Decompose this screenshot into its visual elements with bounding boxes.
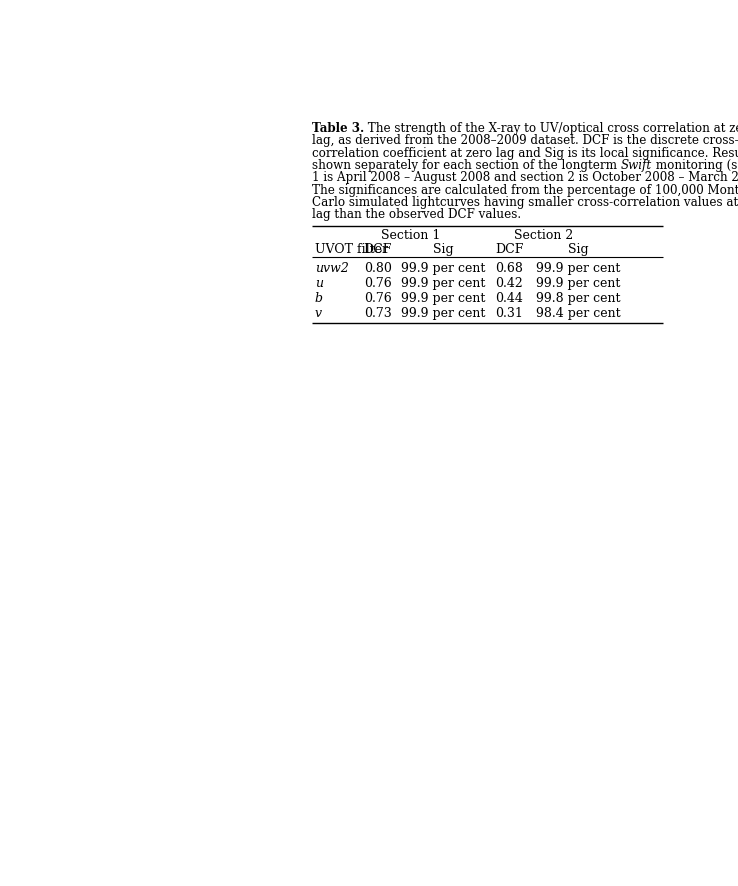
Text: 0.73: 0.73	[364, 307, 392, 320]
Text: lag, as derived from the 2008–2009 dataset. DCF is the discrete cross-: lag, as derived from the 2008–2009 datas…	[312, 135, 738, 147]
Text: shown separately for each section of the longterm: shown separately for each section of the…	[312, 159, 621, 172]
Text: 99.8 per cent: 99.8 per cent	[536, 291, 620, 305]
Text: 0.31: 0.31	[495, 307, 523, 320]
Text: Sig: Sig	[568, 243, 588, 256]
Text: 99.9 per cent: 99.9 per cent	[536, 277, 620, 290]
Text: DCF: DCF	[495, 243, 523, 256]
Text: Swift: Swift	[621, 159, 652, 172]
Text: Table 3.: Table 3.	[312, 122, 364, 135]
Text: Section 1: Section 1	[381, 229, 440, 242]
Text: Carlo simulated lightcurves having smaller cross-correlation values at zero: Carlo simulated lightcurves having small…	[312, 196, 738, 209]
Text: The significances are calculated from the percentage of 100,000 Monte-: The significances are calculated from th…	[312, 183, 738, 197]
Text: 0.42: 0.42	[495, 277, 523, 290]
Text: lag than the observed DCF values.: lag than the observed DCF values.	[312, 208, 521, 221]
Text: 99.9 per cent: 99.9 per cent	[536, 262, 620, 275]
Text: correlation coefficient at zero lag and Sig is its local significance. Results a: correlation coefficient at zero lag and …	[312, 146, 738, 159]
Text: monitoring (section: monitoring (section	[652, 159, 738, 172]
Text: 1 is April 2008 – August 2008 and section 2 is October 2008 – March 2009).: 1 is April 2008 – August 2008 and sectio…	[312, 171, 738, 184]
Text: 99.9 per cent: 99.9 per cent	[401, 277, 486, 290]
Text: 0.76: 0.76	[364, 291, 392, 305]
Text: 99.9 per cent: 99.9 per cent	[401, 291, 486, 305]
Text: 98.4 per cent: 98.4 per cent	[536, 307, 620, 320]
Text: UVOT filter: UVOT filter	[314, 243, 387, 256]
Text: 0.76: 0.76	[364, 277, 392, 290]
Text: 99.9 per cent: 99.9 per cent	[401, 307, 486, 320]
Text: The strength of the X-ray to UV/optical cross correlation at zero: The strength of the X-ray to UV/optical …	[364, 122, 738, 135]
Text: DCF: DCF	[364, 243, 392, 256]
Text: 0.80: 0.80	[364, 262, 392, 275]
Text: 0.68: 0.68	[495, 262, 523, 275]
Text: Section 2: Section 2	[514, 229, 573, 242]
Text: 99.9 per cent: 99.9 per cent	[401, 262, 486, 275]
Text: uvw2: uvw2	[314, 262, 348, 275]
Text: u: u	[314, 277, 323, 290]
Text: 0.44: 0.44	[495, 291, 523, 305]
Text: b: b	[314, 291, 323, 305]
Text: v: v	[314, 307, 322, 320]
Text: Sig: Sig	[433, 243, 454, 256]
